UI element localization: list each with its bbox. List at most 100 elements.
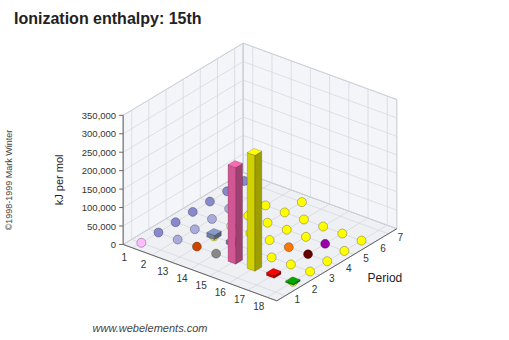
- grid-line: [132, 239, 286, 295]
- back-pane: [123, 43, 243, 244]
- axes: [123, 115, 397, 300]
- grid-line: [123, 154, 243, 226]
- grid-line: [166, 90, 167, 219]
- z-tick-label: 0: [111, 239, 116, 250]
- grid-line: [243, 99, 397, 155]
- grid-line: [123, 43, 243, 115]
- z-tick-label: 250,000: [82, 147, 116, 158]
- z-tick-label: 200,000: [82, 165, 116, 176]
- floor-dot: [137, 238, 146, 247]
- floor-dot: [338, 229, 347, 238]
- x-tick-label: 18: [253, 301, 265, 312]
- floor-dot: [188, 207, 197, 216]
- floor-dot: [173, 235, 182, 244]
- z-axis: [123, 115, 124, 244]
- annotation: www.webelements.com: [93, 322, 208, 334]
- tick-labels: 121314151617181234567050,000100,000150,0…: [82, 110, 404, 313]
- z-tick: [119, 115, 123, 116]
- floor-dot: [263, 218, 272, 227]
- marks: [137, 148, 366, 286]
- grid-line: [243, 80, 397, 136]
- floor-dot: [321, 239, 330, 248]
- z-tick-label: 300,000: [82, 128, 116, 139]
- floor-dot: [297, 198, 306, 207]
- grid-line: [248, 218, 368, 290]
- floor-dot: [304, 250, 313, 259]
- x-tick-label: 17: [234, 294, 246, 305]
- chart: Ionization enthalpy: 15th121314151617181…: [0, 0, 509, 340]
- bar-face: [207, 228, 222, 235]
- z-tick: [119, 152, 123, 153]
- bar: [228, 161, 243, 265]
- floor-dot: [265, 236, 274, 245]
- z-tick: [119, 170, 123, 171]
- x-tick-label: 1: [122, 252, 128, 263]
- grid-line: [368, 89, 369, 218]
- grid-line: [200, 69, 201, 198]
- grid-line: [149, 229, 303, 285]
- grid-line: [123, 99, 243, 171]
- floor-dot: [301, 232, 310, 241]
- panes: [123, 43, 397, 301]
- grid-line: [183, 79, 184, 208]
- bar: [207, 228, 222, 239]
- z-tick: [119, 226, 123, 227]
- floor-dot: [323, 257, 332, 266]
- grid-line: [123, 62, 243, 134]
- z-axis-label: kJ per mol: [53, 155, 65, 206]
- y-tick-label: 7: [398, 232, 404, 243]
- z-tick-label: 350,000: [82, 110, 116, 121]
- floor-dot: [284, 243, 293, 252]
- floor-dot: [207, 214, 216, 223]
- title: Ionization enthalpy: 15th: [14, 10, 202, 27]
- grid-line: [243, 62, 397, 118]
- floor-dot: [319, 222, 328, 231]
- bar-face: [266, 268, 281, 275]
- x-tick-label: 16: [215, 287, 227, 298]
- grid-line: [348, 82, 349, 211]
- x-tick-label: 13: [157, 266, 169, 277]
- bar-face: [286, 277, 301, 284]
- grid-line: [234, 48, 235, 177]
- bar-face: [247, 148, 262, 155]
- x-tick-label: 15: [196, 280, 208, 291]
- y-axis: [277, 229, 397, 301]
- z-tick: [119, 244, 123, 245]
- y-tick-label: 2: [312, 284, 318, 295]
- bar-face: [247, 153, 255, 272]
- grid-line: [243, 43, 397, 99]
- grid-line: [267, 225, 387, 297]
- floor-dot: [340, 246, 349, 255]
- annotation: ©1998-1999 Mark Winter: [4, 130, 14, 231]
- z-tick: [119, 207, 123, 208]
- bar: [286, 277, 301, 285]
- x-tick-label: 14: [176, 273, 188, 284]
- floor-dot: [205, 197, 214, 206]
- bar: [247, 148, 262, 271]
- y-tick-label: 4: [346, 263, 352, 274]
- y-tick-label: 6: [380, 243, 386, 254]
- floor-dot: [299, 215, 308, 224]
- grid-line: [148, 100, 149, 229]
- floor-dot: [357, 236, 366, 245]
- grid-line: [229, 211, 349, 283]
- grid-line: [310, 68, 311, 197]
- grid-line: [123, 80, 243, 152]
- y-tick-label: 1: [295, 294, 301, 305]
- grid-line: [243, 172, 397, 228]
- grid-line: [243, 154, 397, 210]
- floor-dot: [282, 225, 291, 234]
- grid-line: [131, 110, 132, 239]
- grid-line: [123, 135, 243, 207]
- z-tick: [119, 133, 123, 134]
- z-tick: [119, 189, 123, 190]
- y-tick-label: 5: [363, 253, 369, 264]
- floor-dot: [212, 249, 221, 258]
- grid-line: [123, 117, 243, 189]
- x-tick-label: 2: [141, 259, 147, 270]
- grid-line: [210, 204, 330, 276]
- bar-face: [255, 151, 262, 271]
- floor-dot: [267, 253, 276, 262]
- floor-dot: [171, 218, 180, 227]
- y-axis-label: Period: [368, 271, 403, 285]
